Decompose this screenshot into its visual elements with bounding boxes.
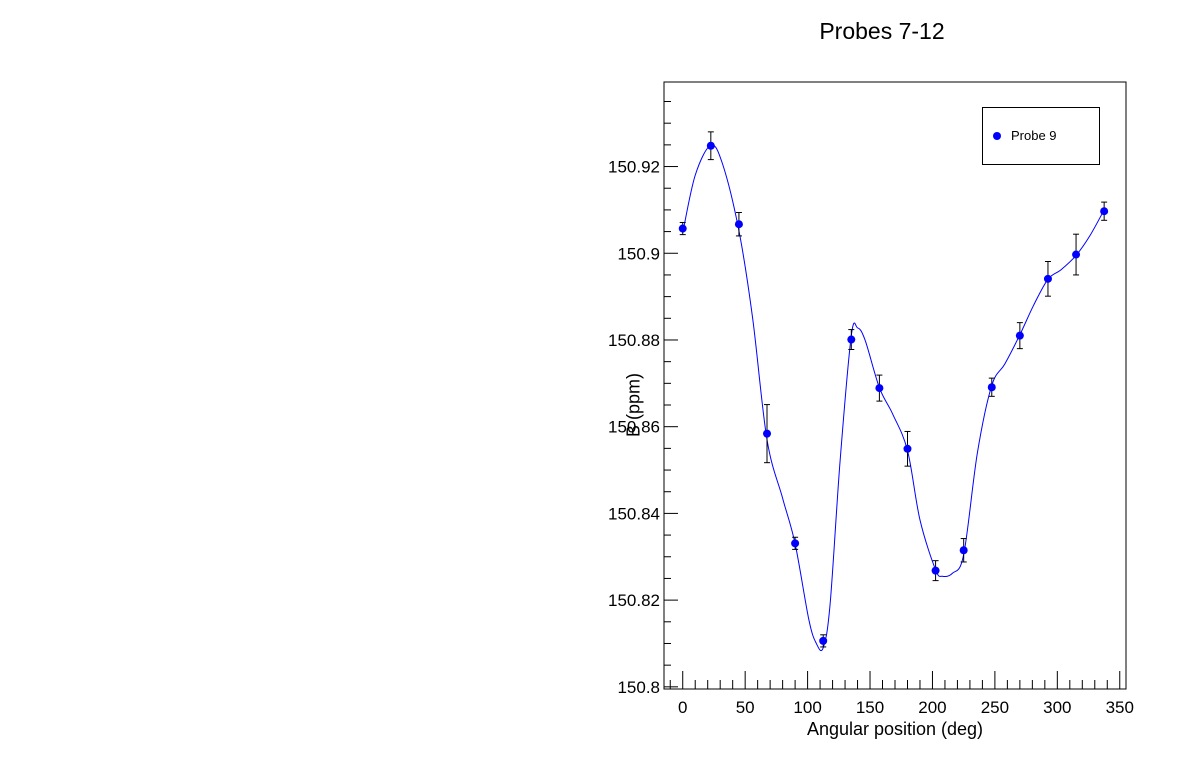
data-points bbox=[678, 141, 1109, 645]
error-bars bbox=[679, 131, 1108, 648]
plot-frame bbox=[663, 81, 1127, 690]
data-point bbox=[678, 224, 687, 233]
y-tick-label: 150.9 bbox=[617, 244, 660, 263]
data-point bbox=[1015, 331, 1024, 340]
data-point bbox=[734, 220, 743, 229]
data-point bbox=[1072, 250, 1081, 259]
y-tick-label: 150.8 bbox=[617, 678, 660, 697]
data-point bbox=[987, 383, 996, 392]
legend-marker-icon bbox=[993, 132, 1001, 140]
x-tick-label: 0 bbox=[678, 698, 687, 717]
x-tick-label: 50 bbox=[736, 698, 755, 717]
x-axis-ticks: 0 50 100 150 200 250 300 350 bbox=[669, 671, 1134, 717]
y-axis-ticks: 150.8 150.82 150.84 150.86 150.88 150.9 150.92 bbox=[608, 101, 678, 697]
legend: Probe 9 bbox=[982, 107, 1100, 165]
x-tick-label: 300 bbox=[1043, 698, 1071, 717]
data-point bbox=[1100, 207, 1109, 216]
y-tick-label: 150.88 bbox=[608, 331, 660, 350]
legend-label: Probe 9 bbox=[1011, 128, 1057, 143]
y-tick-label: 150.92 bbox=[608, 158, 660, 177]
data-point bbox=[875, 384, 884, 393]
data-point bbox=[791, 539, 800, 548]
data-point bbox=[706, 141, 715, 150]
data-point bbox=[847, 335, 856, 344]
y-tick-label: 150.82 bbox=[608, 591, 660, 610]
chart-title: Probes 7-12 bbox=[819, 18, 945, 44]
data-point bbox=[959, 546, 968, 555]
x-axis-title: Angular position (deg) bbox=[806, 719, 984, 739]
data-point bbox=[763, 429, 772, 438]
x-tick-label: 250 bbox=[981, 698, 1009, 717]
x-tick-label: 150 bbox=[856, 698, 884, 717]
y-tick-label: 150.84 bbox=[608, 504, 660, 523]
x-tick-label: 350 bbox=[1106, 698, 1134, 717]
y-axis-title: B (ppm) bbox=[623, 373, 644, 438]
x-tick-label: 200 bbox=[918, 698, 946, 717]
fit-curve bbox=[682, 144, 1105, 652]
data-point bbox=[1043, 274, 1052, 283]
data-point bbox=[931, 566, 940, 575]
x-tick-label: 100 bbox=[793, 698, 821, 717]
y-tick-label: 150.86 bbox=[608, 418, 660, 437]
data-point bbox=[819, 636, 828, 645]
data-point bbox=[903, 444, 912, 453]
